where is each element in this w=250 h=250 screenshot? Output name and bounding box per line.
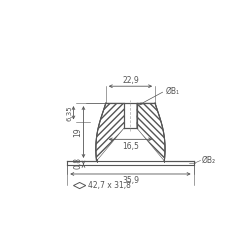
Text: ØB₂: ØB₂ bbox=[201, 156, 216, 165]
Text: 6,35: 6,35 bbox=[67, 105, 73, 120]
Text: ØB₁: ØB₁ bbox=[166, 86, 180, 95]
Text: 16,5: 16,5 bbox=[122, 142, 139, 151]
Text: 42,7 x 31,8: 42,7 x 31,8 bbox=[88, 181, 131, 190]
Polygon shape bbox=[136, 103, 165, 161]
Text: 35,9: 35,9 bbox=[122, 176, 139, 184]
Polygon shape bbox=[96, 103, 124, 161]
Text: 22,9: 22,9 bbox=[122, 76, 139, 85]
Text: 0,8: 0,8 bbox=[74, 157, 83, 169]
Text: 19: 19 bbox=[74, 127, 83, 137]
